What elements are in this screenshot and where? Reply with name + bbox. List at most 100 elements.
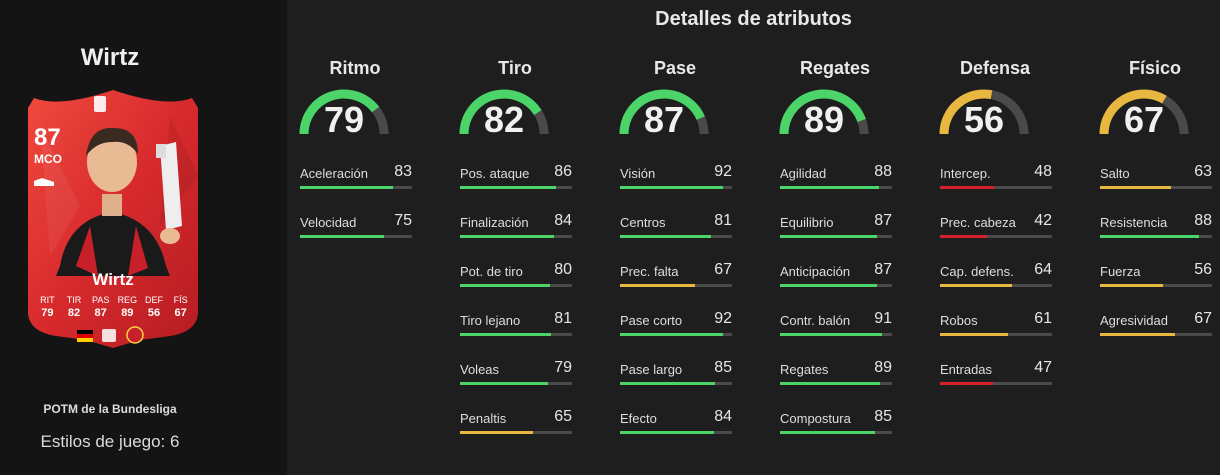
attribute-bar-track bbox=[460, 431, 572, 434]
attribute-bar-track bbox=[460, 333, 572, 336]
attribute-bar-track bbox=[1100, 186, 1212, 189]
attribute-value: 87 bbox=[874, 212, 892, 229]
attribute-value: 83 bbox=[394, 163, 412, 180]
attribute-column-regates: Regates 89 Agilidad 88 Equilibrio 87 Anticipac… bbox=[779, 58, 900, 434]
category-value: 56 bbox=[963, 99, 1005, 140]
attribute-name: Robos bbox=[940, 313, 978, 328]
attribute-value: 75 bbox=[394, 212, 412, 229]
attribute-name: Prec. falta bbox=[620, 264, 679, 279]
gauge-fill bbox=[299, 89, 380, 135]
attribute-name: Regates bbox=[780, 362, 829, 377]
category-value: 87 bbox=[643, 99, 685, 140]
attribute-bar-fill bbox=[460, 186, 557, 189]
attribute-value: 81 bbox=[714, 212, 732, 229]
category-value: 79 bbox=[323, 99, 365, 140]
attribute-bar-fill bbox=[1100, 333, 1176, 336]
attribute-bar-track bbox=[300, 186, 412, 189]
attribute-bar-fill bbox=[300, 235, 384, 238]
attribute-bar-track bbox=[620, 235, 732, 238]
category-gauge: 56 bbox=[937, 85, 1037, 143]
attribute-bar-track bbox=[780, 235, 892, 238]
card-stat-rit: RIT 79 bbox=[34, 295, 61, 319]
attribute-bar-fill bbox=[780, 284, 878, 287]
attribute-bar-track bbox=[620, 382, 732, 385]
attribute-name: Agresividad bbox=[1100, 313, 1168, 328]
attribute-row: Regates 89 bbox=[780, 359, 892, 402]
section-title: Detalles de atributos bbox=[655, 8, 852, 30]
attribute-name: Resistencia bbox=[1100, 215, 1168, 230]
player-name: Wirtz bbox=[80, 44, 140, 71]
card-stat-value: 89 bbox=[121, 307, 134, 319]
category-gauge: 67 bbox=[1097, 85, 1197, 143]
card-stat-value: 82 bbox=[67, 307, 81, 319]
category-value: 89 bbox=[803, 99, 845, 140]
club-badge-icon bbox=[126, 326, 144, 344]
attribute-name: Pase largo bbox=[620, 362, 683, 377]
attribute-value: 65 bbox=[554, 408, 572, 425]
attribute-name: Aceleración bbox=[300, 166, 368, 181]
attribute-name: Pase corto bbox=[620, 313, 683, 328]
attribute-row: Fuerza 56 bbox=[1100, 261, 1212, 304]
attribute-bar-track bbox=[460, 235, 572, 238]
attribute-bar-track bbox=[620, 333, 732, 336]
card-stat-reg: REG 89 bbox=[114, 295, 141, 319]
boot-icon bbox=[34, 178, 54, 186]
attribute-value: 84 bbox=[714, 408, 732, 425]
card-stat-label: REG bbox=[117, 295, 138, 305]
attribute-value: 81 bbox=[554, 310, 572, 327]
category-gauge: 87 bbox=[617, 85, 717, 143]
card-stat-def: DEF 56 bbox=[141, 295, 168, 319]
attribute-row: Aceleración 83 bbox=[300, 163, 412, 206]
attribute-value: 91 bbox=[874, 310, 892, 327]
attribute-bar-fill bbox=[620, 235, 711, 238]
attribute-row: Pase largo 85 bbox=[620, 359, 732, 402]
attribute-bar-track bbox=[780, 284, 892, 287]
attribute-column-ritmo: Ritmo 79 Aceleración 83 Velocidad 75 bbox=[299, 58, 420, 238]
attribute-row: Tiro lejano 81 bbox=[460, 310, 572, 353]
attribute-name: Contr. balón bbox=[780, 313, 851, 328]
attribute-bar-track bbox=[620, 431, 732, 434]
attribute-value: 88 bbox=[1194, 212, 1212, 229]
league-icon bbox=[102, 329, 116, 342]
attribute-bar-track bbox=[780, 333, 892, 336]
attribute-name: Salto bbox=[1100, 166, 1130, 181]
attribute-value: 42 bbox=[1034, 212, 1052, 229]
attribute-bar-fill bbox=[940, 186, 994, 189]
attribute-column-defensa: Defensa 56 Intercep. 48 Prec. cabeza 42 Cap. d… bbox=[937, 58, 1060, 385]
attribute-name: Penaltis bbox=[460, 411, 507, 426]
attribute-row: Pot. de tiro 80 bbox=[460, 261, 572, 304]
germany-flag-icon bbox=[77, 330, 93, 342]
attribute-bar-track bbox=[1100, 235, 1212, 238]
player-image bbox=[56, 127, 182, 276]
attribute-value: 56 bbox=[1194, 261, 1212, 278]
attribute-value: 89 bbox=[874, 359, 892, 376]
category-value: 67 bbox=[1123, 99, 1165, 140]
attribute-bar-fill bbox=[300, 186, 393, 189]
attribute-row: Pase corto 92 bbox=[620, 310, 732, 353]
attribute-column-pase: Pase 87 Visión 92 Centros 81 Prec. falta 67 Pase… bbox=[617, 58, 740, 434]
attribute-bar-track bbox=[780, 431, 892, 434]
attribute-value: 92 bbox=[714, 310, 732, 327]
attribute-value: 86 bbox=[554, 163, 572, 180]
attribute-bar-fill bbox=[940, 382, 993, 385]
attribute-bar-track bbox=[780, 382, 892, 385]
attribute-bar-track bbox=[620, 186, 732, 189]
attribute-bar-track bbox=[300, 235, 412, 238]
gauge-fill bbox=[459, 89, 542, 135]
attribute-name: Velocidad bbox=[300, 215, 357, 230]
card-stat-value: 79 bbox=[41, 307, 54, 319]
attribute-row: Efecto 84 bbox=[620, 408, 732, 451]
attribute-bar-fill bbox=[780, 431, 876, 434]
gauge-fill bbox=[779, 89, 866, 135]
category-title: Pase bbox=[653, 58, 697, 78]
attribute-bar-fill bbox=[780, 186, 879, 189]
player-card[interactable]: 87 MCO Wirtz RIT 79 TIR 82 PAS 87 REG 89 DEF 56 FÍ… bbox=[20, 86, 206, 348]
attribute-bar-fill bbox=[460, 431, 533, 434]
gauge-fill bbox=[1099, 89, 1167, 135]
category-title: Ritmo bbox=[329, 58, 381, 78]
attribute-bar-fill bbox=[940, 235, 988, 238]
attribute-row: Salto 63 bbox=[1100, 163, 1212, 206]
attribute-bar-fill bbox=[780, 235, 878, 238]
card-stat-label: TIR bbox=[66, 295, 82, 305]
promo-label: POTM de la Bundesliga bbox=[43, 402, 177, 416]
